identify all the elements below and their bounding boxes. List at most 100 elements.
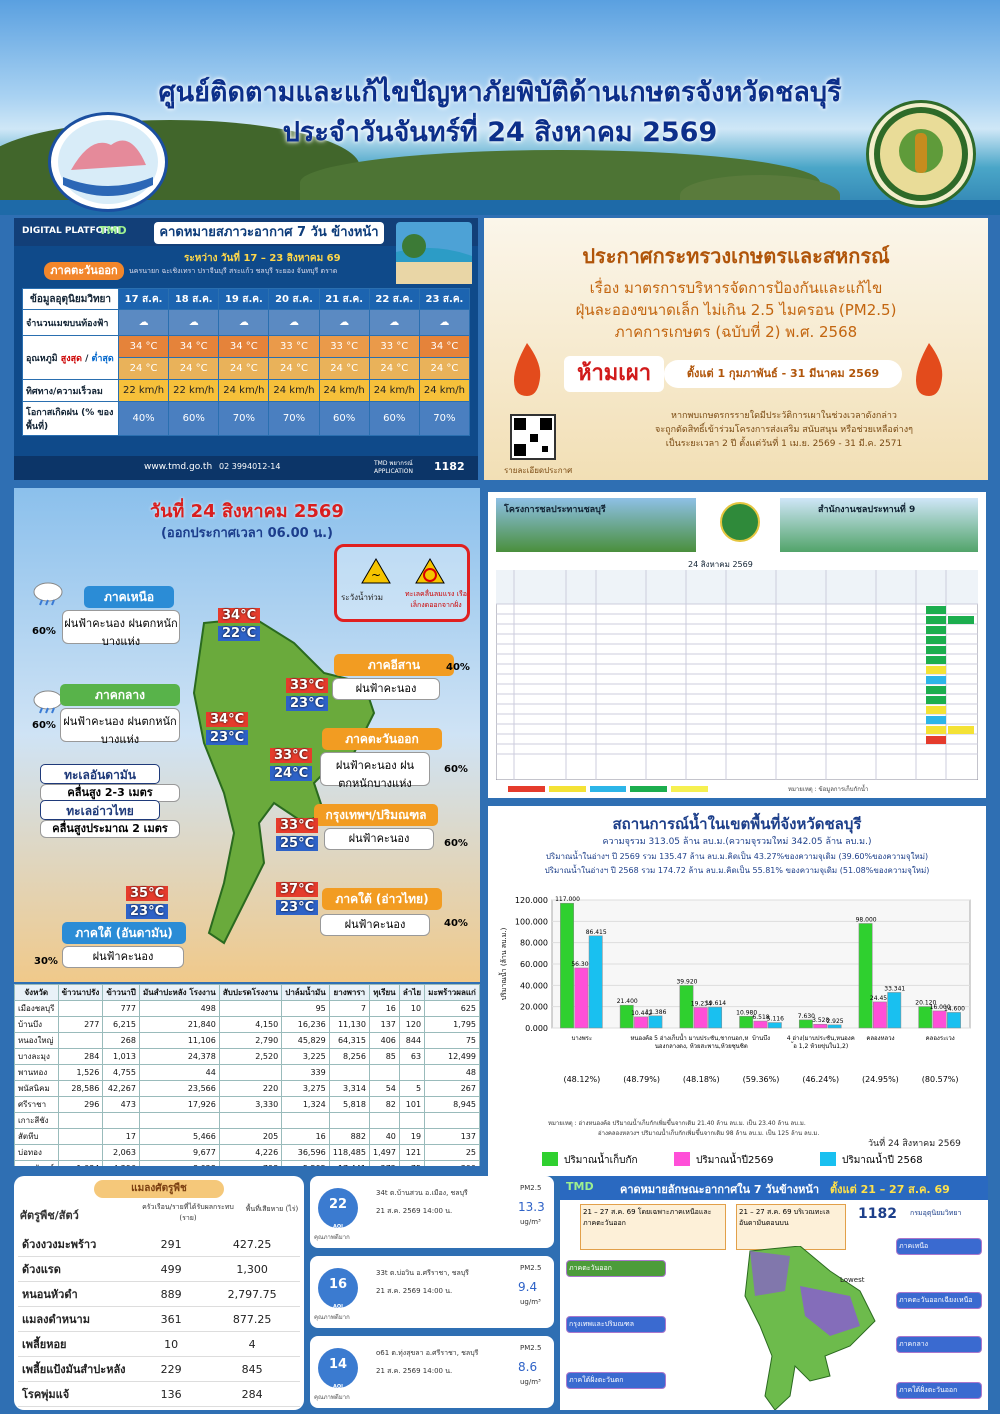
region-low: 23°C: [276, 900, 319, 915]
table-cell: 205: [218, 1128, 283, 1145]
data-label: 33.341: [884, 985, 905, 992]
legend-2568: ปริมาณน้ำปี 2568: [842, 1155, 923, 1166]
outlook-since: ตั้งแต่ 21 – 27 ส.ค. 69: [830, 1183, 950, 1196]
data-label: 98.000: [856, 916, 877, 923]
table-cell: 1,084: [57, 1160, 104, 1166]
wind-speed: 24 km/h: [368, 379, 420, 402]
x-tick-label: 4 อ่าง(มาบประชัน,หนองค้อ 1,2 ห้วยขุ่นใน1…: [787, 1035, 855, 1050]
pm-unit: ug/m³: [520, 1378, 541, 1386]
table-cell: 277: [57, 1016, 104, 1033]
sea-gulf: ทะเลอ่าวไทย: [40, 800, 160, 820]
outlook-legend: Lowest: [840, 1276, 865, 1284]
bar: [679, 985, 694, 1029]
table-row: บ้านบึง 277 6,215 21,840 4,150 16,236 11,130 13…: [14, 1016, 480, 1033]
water-cap: ความจุรวม 313.05 ล้าน ลบ.ม.(ความจุรวมใหม…: [602, 837, 872, 847]
wind-speed: 22 km/h: [168, 379, 220, 402]
table-row: หนองใหญ่ 268 11,106 2,790 45,829 64,315 406 844…: [14, 1032, 480, 1049]
category-percent: (24.95%): [862, 1075, 899, 1084]
table-cell: 4,755: [102, 1064, 140, 1081]
wind-speed: 24 km/h: [268, 379, 320, 402]
crop-col-header: ทุเรียน: [368, 984, 400, 1001]
pm-label: PM2.5: [520, 1184, 542, 1192]
legend-swatch-2568: [820, 1152, 836, 1166]
category-percent: (59.36%): [743, 1075, 780, 1084]
chonburi-seal-logo: [48, 112, 168, 212]
pest-area: 877.25: [204, 1306, 300, 1332]
aqi-value: 22: [328, 1197, 348, 1212]
pest-area: 845: [204, 1356, 300, 1382]
warning-box: ~ ระวังน้ำท่วม ทะเลคลื่นลมแรง เรือเล็กงด…: [334, 544, 470, 622]
pest-name: ด้วงงวงมะพร้าว: [18, 1232, 138, 1257]
qr-code[interactable]: [510, 414, 556, 460]
reservoir-right: สำนักงานชลประทานที่ 9: [818, 505, 916, 515]
table-row: แมลงดำหนาม 361 877.25: [18, 1306, 300, 1332]
flood-warning-icon: ~: [361, 557, 391, 589]
outlook-map: [744, 1246, 876, 1410]
table-row: โรคใบด่างมันสำปะหลัง2,28255,965: [18, 1406, 300, 1410]
pest-households: 229: [138, 1356, 205, 1382]
tmd-logo: TMD: [99, 224, 127, 237]
table-cell: [328, 1112, 370, 1129]
pest-name: ด้วงแรด: [18, 1256, 138, 1282]
tmd-app[interactable]: TMD พยากรณ์ APPLICATION: [374, 460, 413, 475]
forecast-range: ระหว่าง วันที่ 17 – 23 สิงหาคม 69: [184, 253, 341, 264]
table-cell: 6,215: [102, 1016, 140, 1033]
reservoir-left: โครงการชลประทานชลบุรี: [504, 505, 606, 515]
table-cell: 12,499: [424, 1048, 480, 1065]
table-cell: 28,586: [57, 1080, 104, 1097]
tmd-web[interactable]: www.tmd.go.th: [144, 462, 213, 472]
office-photo: [780, 498, 978, 552]
table-cell: เกาะจันทร์: [14, 1160, 59, 1166]
pest-area: 55,965: [204, 1406, 300, 1410]
table-cell: [57, 1128, 104, 1145]
data-label: 56.300: [571, 961, 592, 968]
pest-households: 136: [138, 1381, 205, 1407]
x-tick-label: บางพระ: [572, 1035, 593, 1042]
aqi-value: 14: [328, 1357, 348, 1372]
aqi-quality: คุณภาพดีมาก: [314, 1314, 350, 1321]
reservoir-photo: [496, 498, 696, 552]
cloud-rain-icon: ☁︎: [439, 317, 450, 328]
low-temp: 24 °C: [368, 357, 420, 380]
pest-area: 4: [204, 1331, 300, 1357]
outlook-tmd-logo: TMD: [566, 1180, 594, 1193]
announce-sub1: เรื่อง มาตรการบริหารจัดการป้องกันและแก้ไ…: [589, 279, 883, 297]
aqi-label: AQI: [333, 1224, 343, 1230]
data-label: 10.442: [631, 1010, 652, 1017]
table-cell: 19: [398, 1128, 426, 1145]
wind-speed: 22 km/h: [117, 379, 170, 402]
table-cell: 7: [328, 1000, 370, 1017]
region-rain: 60%: [444, 838, 468, 849]
outlook-region: กรุงเทพและปริมณฑล: [566, 1316, 666, 1333]
region-desc: ฝนฟ้าคะนอง ฝนตกหนักบางแห่ง: [60, 708, 180, 746]
table-cell: 21,840: [138, 1016, 220, 1033]
table-cell: บ่อทอง: [14, 1144, 59, 1161]
water-line2: ปริมาณน้ำในอ่างฯ ปี 2568 รวม 174.72 ล้าน…: [544, 866, 930, 875]
pest-area: 2,797.75: [204, 1281, 300, 1307]
table-cell: 121: [398, 1144, 426, 1161]
crop-col-header: ข้าวนาปรัง: [57, 984, 104, 1001]
table-cell: [368, 1112, 400, 1129]
bar: [767, 1022, 782, 1029]
table-cell: หนองใหญ่: [14, 1032, 59, 1049]
table-cell: [57, 1000, 104, 1017]
region-high: 34°C: [206, 712, 249, 727]
table-cell: 17,441: [328, 1160, 370, 1166]
legend-storage: ปริมาณน้ำเก็บกัก: [564, 1155, 638, 1166]
region-desc: ฝนฟ้าคะนอง: [320, 914, 430, 936]
low-temp: 24 °C: [168, 357, 220, 380]
table-cell: [328, 1064, 370, 1081]
pests-h2: ครัวเรือน/รายที่ได้รับผลกระทบ (ราย): [142, 1203, 234, 1222]
forecast-day: 18 ส.ค.: [168, 288, 220, 310]
table-cell: 54: [368, 1080, 400, 1097]
sea-andaman-desc: คลื่นสูง 2-3 เมตร: [40, 784, 180, 802]
region-high: 33°C: [276, 818, 319, 833]
table-cell: 3,275: [281, 1080, 330, 1097]
pest-households: 10: [138, 1331, 205, 1357]
crop-area-table: จังหวัด ข้าวนาปรัง ข้าวนาปี มันสำปะหลัง โรง…: [14, 984, 480, 1166]
region-low: 23°C: [126, 904, 169, 919]
bar: [648, 1015, 663, 1029]
table-cell: 11,106: [138, 1032, 220, 1049]
cloud-rain-icon: ☁︎: [188, 317, 199, 328]
pest-name: แมลงดำหนาม: [18, 1306, 138, 1332]
